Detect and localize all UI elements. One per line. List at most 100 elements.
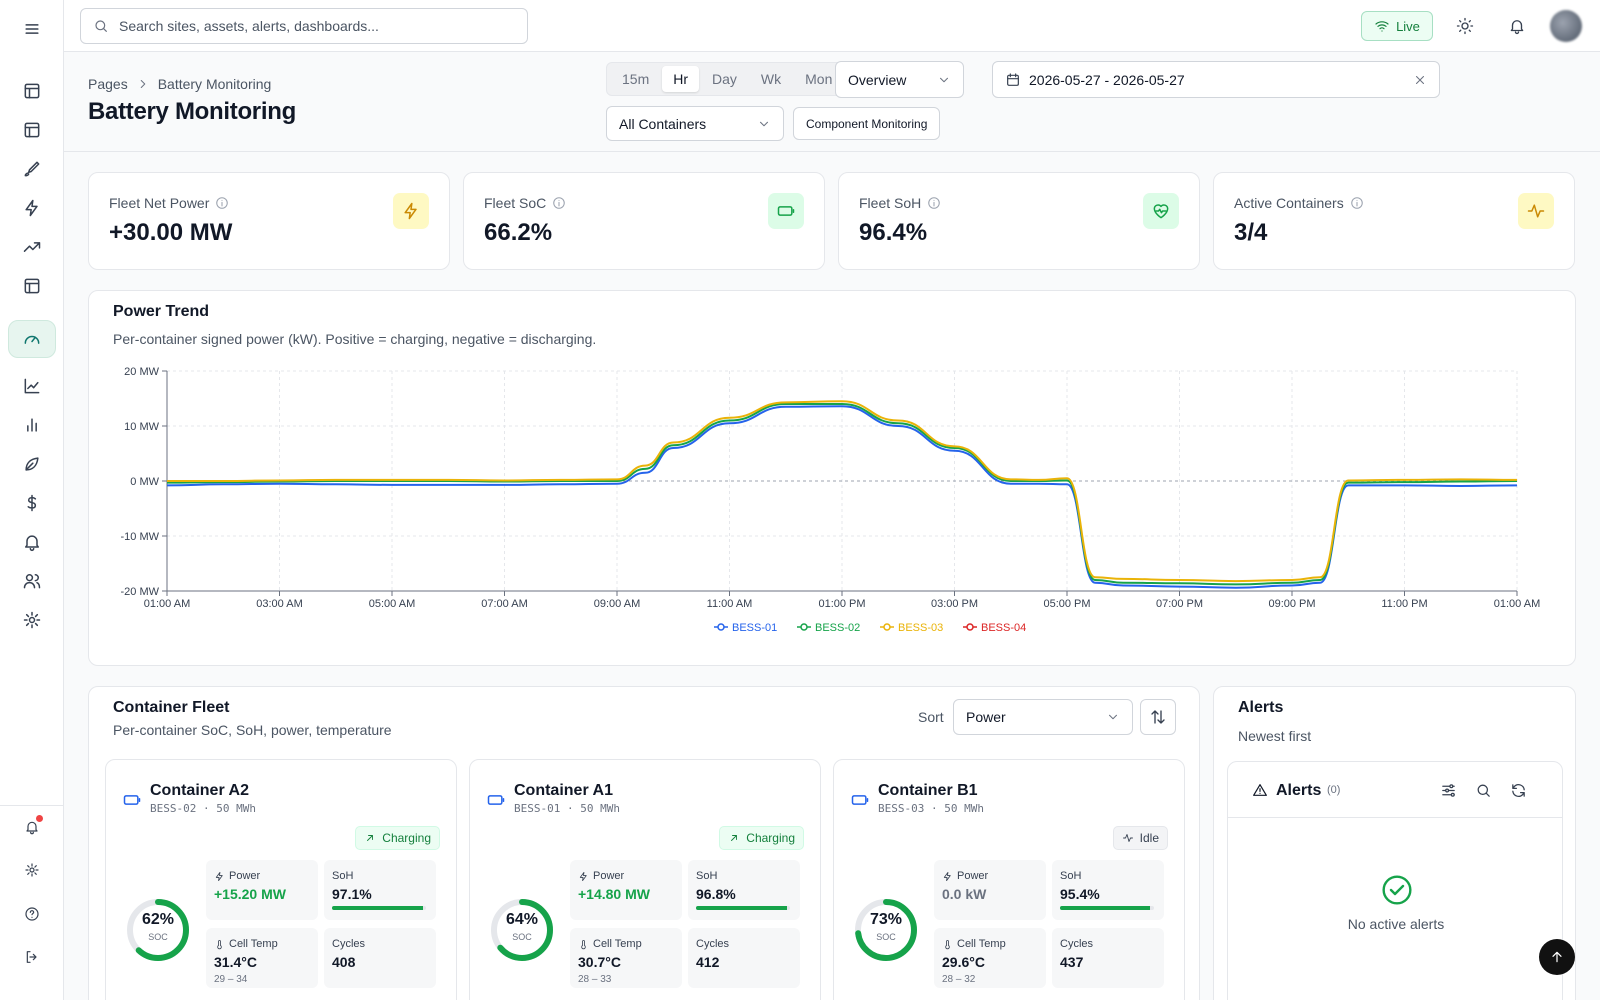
sidebar-footer (0, 805, 64, 963)
info-icon[interactable] (552, 196, 566, 210)
search-icon (1477, 784, 1490, 797)
x-tick-label: 05:00 PM (1043, 598, 1090, 610)
temp-range: 28 – 32 (942, 974, 976, 985)
sidebar-item-notifications[interactable] (8, 523, 56, 561)
scroll-to-top-button[interactable] (1539, 939, 1575, 975)
tile-label: Power (957, 870, 989, 882)
container-select-value: All Containers (619, 115, 707, 132)
theme-toggle-button[interactable] (1453, 14, 1477, 38)
y-tick-label: -20 MW (121, 586, 160, 598)
cycles-tile: Cycles 412 (688, 928, 800, 988)
help-button[interactable] (8, 895, 56, 933)
sun-icon (1456, 17, 1474, 35)
sort-direction-button[interactable] (1140, 699, 1176, 735)
sidebar-item-dashboard[interactable] (8, 72, 56, 110)
x-tick-label: 09:00 PM (1268, 598, 1315, 610)
users-icon (23, 574, 41, 589)
tab-mon[interactable]: Mon (805, 71, 833, 87)
bell-icon (25, 535, 39, 552)
breadcrumb: Pages Battery Monitoring (88, 76, 271, 92)
thermometer-icon (581, 939, 586, 949)
settings-button[interactable] (8, 851, 56, 889)
leaf-icon (25, 457, 39, 471)
sidebar-item-analytics[interactable] (8, 367, 56, 405)
info-icon[interactable] (1350, 196, 1364, 210)
filter-button[interactable] (1438, 780, 1458, 800)
status-badge: Idle (1112, 826, 1168, 850)
logout-icon (26, 951, 37, 963)
container-card[interactable]: Container B1 BESS-03 · 50 MWh Idle 73% S… (833, 759, 1185, 1000)
sidebar-item-finance[interactable] (8, 484, 56, 522)
search-alerts-button[interactable] (1473, 780, 1493, 800)
soc-label: SOC (876, 932, 896, 942)
temp-value: 29.6°C (942, 954, 985, 970)
component-monitoring-button[interactable]: Component Monitoring (793, 107, 941, 140)
kpi-card-net-power: Fleet Net Power +30.00 MW (88, 172, 450, 270)
kpi-value: 3/4 (1234, 219, 1268, 246)
line-chart-icon (24, 378, 40, 394)
live-indicator[interactable]: Live (1361, 11, 1433, 41)
notifications-button[interactable] (1505, 14, 1529, 38)
notification-bell-button[interactable] (8, 808, 56, 846)
sidebar-item-trends[interactable] (8, 228, 56, 266)
sidebar-item-pages[interactable] (8, 267, 56, 305)
soh-value: 97.1% (332, 886, 372, 902)
activity-icon (1122, 834, 1133, 842)
x-tick-label: 07:00 PM (1156, 598, 1203, 610)
legend-marker (883, 623, 891, 631)
tab-15m[interactable]: 15m (622, 71, 650, 87)
sidebar-item-sustainability[interactable] (8, 445, 56, 483)
tile-label: SoH (1060, 870, 1082, 882)
search-input[interactable] (119, 18, 509, 34)
alerts-panel-header: Alerts (0) (1228, 762, 1562, 818)
sidebar-item-energy[interactable] (8, 189, 56, 227)
menu-icon[interactable] (8, 10, 56, 48)
view-select[interactable]: Overview (835, 61, 964, 98)
logout-button[interactable] (8, 938, 56, 976)
soc-value: 73% (869, 911, 903, 928)
container-card[interactable]: Container A1 BESS-01 · 50 MWh Charging 6… (469, 759, 821, 1000)
soh-bar (332, 906, 424, 910)
gauge-icon (24, 335, 40, 344)
cycles-tile: Cycles 437 (1052, 928, 1164, 988)
sidebar-item-design[interactable] (8, 150, 56, 188)
series-line-bess-02 (166, 403, 1518, 586)
breadcrumb-root[interactable]: Pages (88, 76, 128, 92)
kpi-label: Fleet SoH (859, 195, 922, 211)
heart-pulse-icon (1143, 193, 1179, 229)
wifi-icon (1375, 21, 1389, 32)
tab-hr[interactable]: Hr (662, 66, 700, 92)
tab-wk[interactable]: Wk (760, 71, 782, 87)
kpi-card-fleet-soc: Fleet SoC 66.2% (463, 172, 825, 270)
x-tick-label: 01:00 PM (818, 598, 865, 610)
sidebar-item-reports[interactable] (8, 406, 56, 444)
container-card[interactable]: Container A2 BESS-02 · 50 MWh Charging 6… (105, 759, 457, 1000)
avatar[interactable] (1550, 10, 1582, 42)
layout-icon (24, 278, 40, 294)
info-icon[interactable] (927, 196, 941, 210)
battery-icon (768, 193, 804, 229)
info-icon[interactable] (215, 196, 229, 210)
legend-marker (966, 623, 974, 631)
clear-date-button[interactable] (1413, 73, 1427, 87)
container-select[interactable]: All Containers (606, 106, 784, 141)
tab-day[interactable]: Day (712, 71, 737, 87)
date-range-picker[interactable]: 2026-05-27 - 2026-05-27 (992, 61, 1440, 98)
sidebar-item-users[interactable] (8, 562, 56, 600)
page-header: Pages Battery Monitoring Battery Monitor… (64, 52, 1600, 152)
battery-icon (487, 795, 505, 805)
help-icon (25, 907, 39, 921)
fleet-subtitle: Per-container SoC, SoH, power, temperatu… (113, 722, 392, 738)
search-box[interactable] (80, 8, 528, 44)
cycles-value: 408 (332, 954, 356, 970)
arrow-up-icon (1552, 951, 1562, 963)
alerts-title: Alerts (1238, 699, 1284, 716)
sort-select[interactable]: Power (953, 699, 1133, 735)
sidebar-item-settings[interactable] (8, 601, 56, 639)
soc-gauge: 64% SOC (488, 896, 556, 964)
refresh-button[interactable] (1508, 780, 1528, 800)
cycles-tile: Cycles 408 (324, 928, 436, 988)
sidebar-item-battery-monitoring[interactable] (8, 320, 56, 358)
sidebar-item-layouts[interactable] (8, 111, 56, 149)
